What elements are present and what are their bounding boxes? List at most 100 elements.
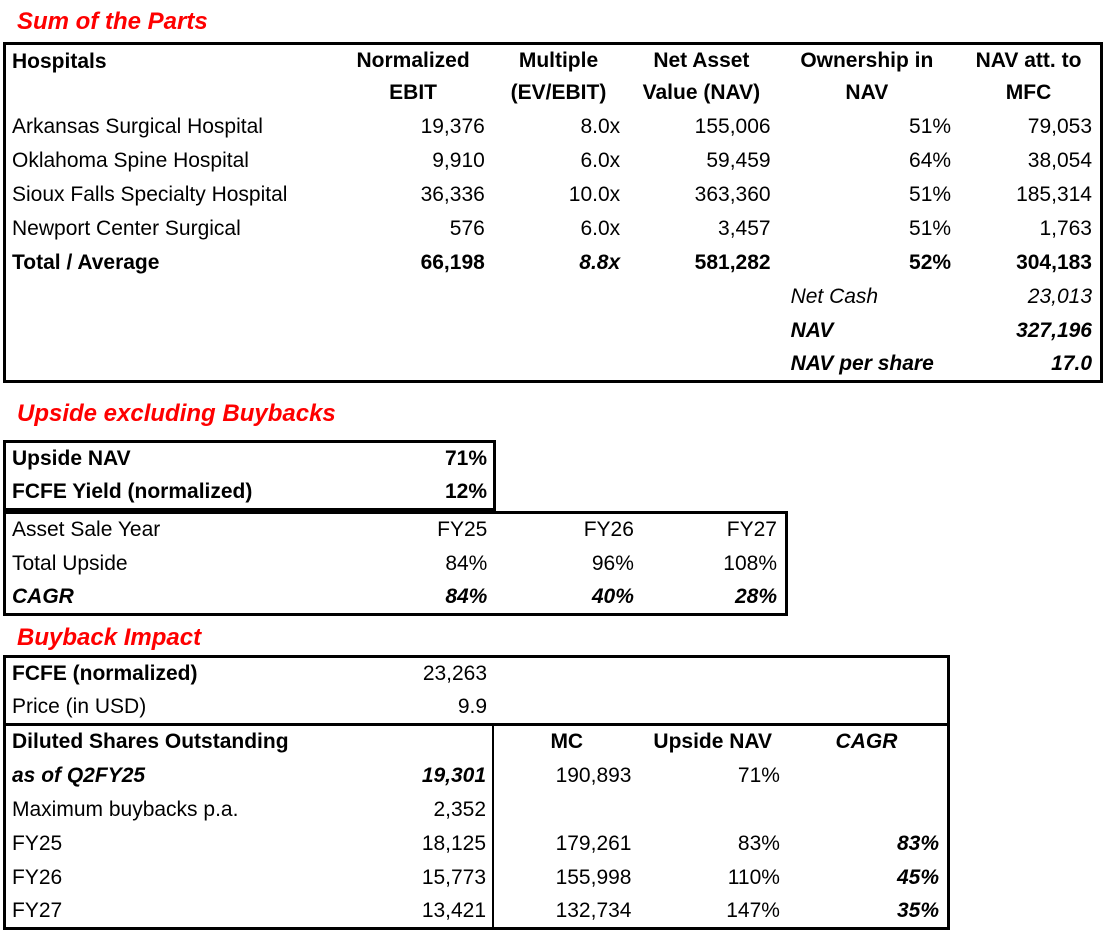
fcfe-value: 23,263 xyxy=(422,662,488,686)
price-row: Price (in USD) 9.9 xyxy=(4,690,949,726)
total-upside-row: Total Upside 84% 96% 108% xyxy=(5,547,787,581)
cell-nav-mfc: 185,314 xyxy=(1016,182,1092,206)
cell-multiple: 6.0x xyxy=(580,216,621,240)
sotp-header-row-1: Hospitals Normalized Multiple Net Asset … xyxy=(5,44,1102,77)
total-upside-label: Total Upside xyxy=(12,551,128,575)
cell-multiple-total: 8.8x xyxy=(579,250,621,274)
max-buybacks-row: Maximum buybacks p.a. 2,352 xyxy=(5,792,949,827)
fy27-row: FY27 13,421 132,734 147% 35% xyxy=(5,894,949,929)
summary-row-nav-per-share: NAV per share 17.0 xyxy=(5,348,1102,382)
hospital-name: Oklahoma Spine Hospital xyxy=(12,148,249,172)
col-header-ownership-line2: NAV xyxy=(845,81,889,104)
cell-multiple: 8.0x xyxy=(580,114,621,138)
cell-ebit-total: 66,198 xyxy=(420,250,485,274)
col-header-nav-att-mfc-line2: MFC xyxy=(1005,81,1052,104)
table-row: Upside NAV 71% xyxy=(5,442,495,476)
spacer-cell xyxy=(336,725,494,759)
cagr-fy25: 84% xyxy=(445,584,488,608)
year-col-fy25: FY25 xyxy=(437,518,488,542)
upside-nav-label: Upside NAV xyxy=(12,447,131,471)
summary-row-nav: NAV 327,196 xyxy=(5,314,1102,348)
table-row: Sioux Falls Specialty Hospital 36,336 10… xyxy=(5,178,1102,212)
total-upside-fy25: 84% xyxy=(445,551,488,575)
row-label: FY27 xyxy=(12,898,63,922)
cell-ownership: 51% xyxy=(909,182,952,206)
hospital-name: Arkansas Surgical Hospital xyxy=(12,114,263,138)
cell-upside xyxy=(640,793,786,827)
cell-mc: 179,261 xyxy=(492,826,640,861)
spacer-cell xyxy=(5,314,777,348)
total-row: Total / Average 66,198 8.8x 581,282 52% … xyxy=(5,246,1102,280)
hospital-name: Newport Center Surgical xyxy=(12,216,241,240)
cell-shares: 2,352 xyxy=(433,797,487,821)
cell-mc xyxy=(492,792,640,827)
table-row: Newport Center Surgical 576 6.0x 3,457 5… xyxy=(5,212,1102,246)
net-cash-label: Net Cash xyxy=(790,284,879,308)
nav-label: NAV xyxy=(790,318,834,342)
col-header-ownership: Ownership in xyxy=(800,48,934,72)
price-label: Price (in USD) xyxy=(4,690,336,726)
spacer-cell xyxy=(493,690,949,726)
spacer-cell xyxy=(5,348,777,382)
buyback-table: FCFE (normalized) 23,263 Price (in USD) … xyxy=(3,655,950,930)
cell-cagr: 83% xyxy=(896,831,939,855)
table-row: Oklahoma Spine Hospital 9,910 6.0x 59,45… xyxy=(5,144,1102,178)
net-cash-value: 23,013 xyxy=(1027,284,1092,308)
as-of-q2fy25-row: as of Q2FY25 19,301 190,893 71% xyxy=(5,758,949,793)
cell-multiple: 10.0x xyxy=(568,182,621,206)
col-header-net-asset-value: Net Asset xyxy=(653,48,750,72)
year-col-fy26: FY26 xyxy=(583,518,634,542)
cell-ebit: 36,336 xyxy=(420,182,485,206)
price-value: 9.9 xyxy=(335,690,494,726)
col-header-multiple-line2: (EV/EBIT) xyxy=(510,81,607,104)
col-header-normalized-ebit-line2: EBIT xyxy=(389,81,438,104)
total-upside-fy27: 108% xyxy=(723,551,777,575)
cell-upside: 147% xyxy=(726,898,780,922)
total-upside-fy26: 96% xyxy=(591,551,634,575)
row-label: as of Q2FY25 xyxy=(12,763,146,787)
year-col-fy27: FY27 xyxy=(726,518,777,542)
cell-ebit: 9,910 xyxy=(432,148,485,172)
col-header-multiple: Multiple xyxy=(518,48,599,72)
row-label: FY26 xyxy=(12,865,63,889)
total-label: Total / Average xyxy=(12,250,160,274)
cell-ebit: 19,376 xyxy=(420,114,485,138)
col-header-mc: MC xyxy=(492,724,640,759)
col-header-upside-nav: Upside NAV xyxy=(653,730,773,754)
cell-nav-total: 581,282 xyxy=(694,250,771,274)
fcfe-row: FCFE (normalized) 23,263 xyxy=(5,657,949,691)
cell-shares: 13,421 xyxy=(421,898,487,922)
cell-shares: 19,301 xyxy=(421,763,487,787)
row-label: FY25 xyxy=(12,831,63,855)
spacer-cell xyxy=(5,280,777,314)
cell-cagr xyxy=(786,793,949,827)
nav-per-share-label: NAV per share xyxy=(790,351,934,375)
year-header-row: Asset Sale Year FY25 FY26 FY27 xyxy=(5,513,787,547)
col-header-cagr: CAGR xyxy=(835,730,898,754)
cell-cagr: 45% xyxy=(896,865,939,889)
fcfe-yield-value: 12% xyxy=(444,479,487,503)
cell-nav-mfc-total: 304,183 xyxy=(1016,250,1092,274)
cell-ownership: 51% xyxy=(909,114,952,138)
col-header-hospitals: Hospitals xyxy=(12,50,107,73)
cell-nav-mfc: 79,053 xyxy=(1027,114,1092,138)
table-row: Arkansas Surgical Hospital 19,376 8.0x 1… xyxy=(5,110,1102,144)
sotp-table: Hospitals Normalized Multiple Net Asset … xyxy=(3,42,1103,383)
hospital-name: Sioux Falls Specialty Hospital xyxy=(12,182,288,206)
cagr-fy27: 28% xyxy=(734,584,777,608)
col-header-nav-att-mfc: NAV att. to xyxy=(975,48,1082,72)
cell-mc: 190,893 xyxy=(492,758,640,793)
cell-nav: 363,360 xyxy=(694,182,771,206)
buyback-header-row: Diluted Shares Outstanding MC Upside NAV… xyxy=(5,724,949,759)
upside-kpi-table: Upside NAV 71% FCFE Yield (normalized) 1… xyxy=(3,440,496,511)
table-row: FCFE Yield (normalized) 12% xyxy=(5,476,495,510)
diluted-shares-label: Diluted Shares Outstanding xyxy=(12,730,289,754)
cell-ownership-total: 52% xyxy=(909,250,952,274)
cell-shares: 15,773 xyxy=(421,865,487,889)
sotp-header-row-2: EBIT (EV/EBIT) Value (NAV) NAV MFC xyxy=(5,77,1102,110)
spacer-cell xyxy=(493,657,948,691)
cell-shares: 18,125 xyxy=(421,831,487,855)
cell-mc: 155,998 xyxy=(492,860,640,895)
cell-nav: 59,459 xyxy=(706,148,771,172)
cell-multiple: 6.0x xyxy=(580,148,621,172)
